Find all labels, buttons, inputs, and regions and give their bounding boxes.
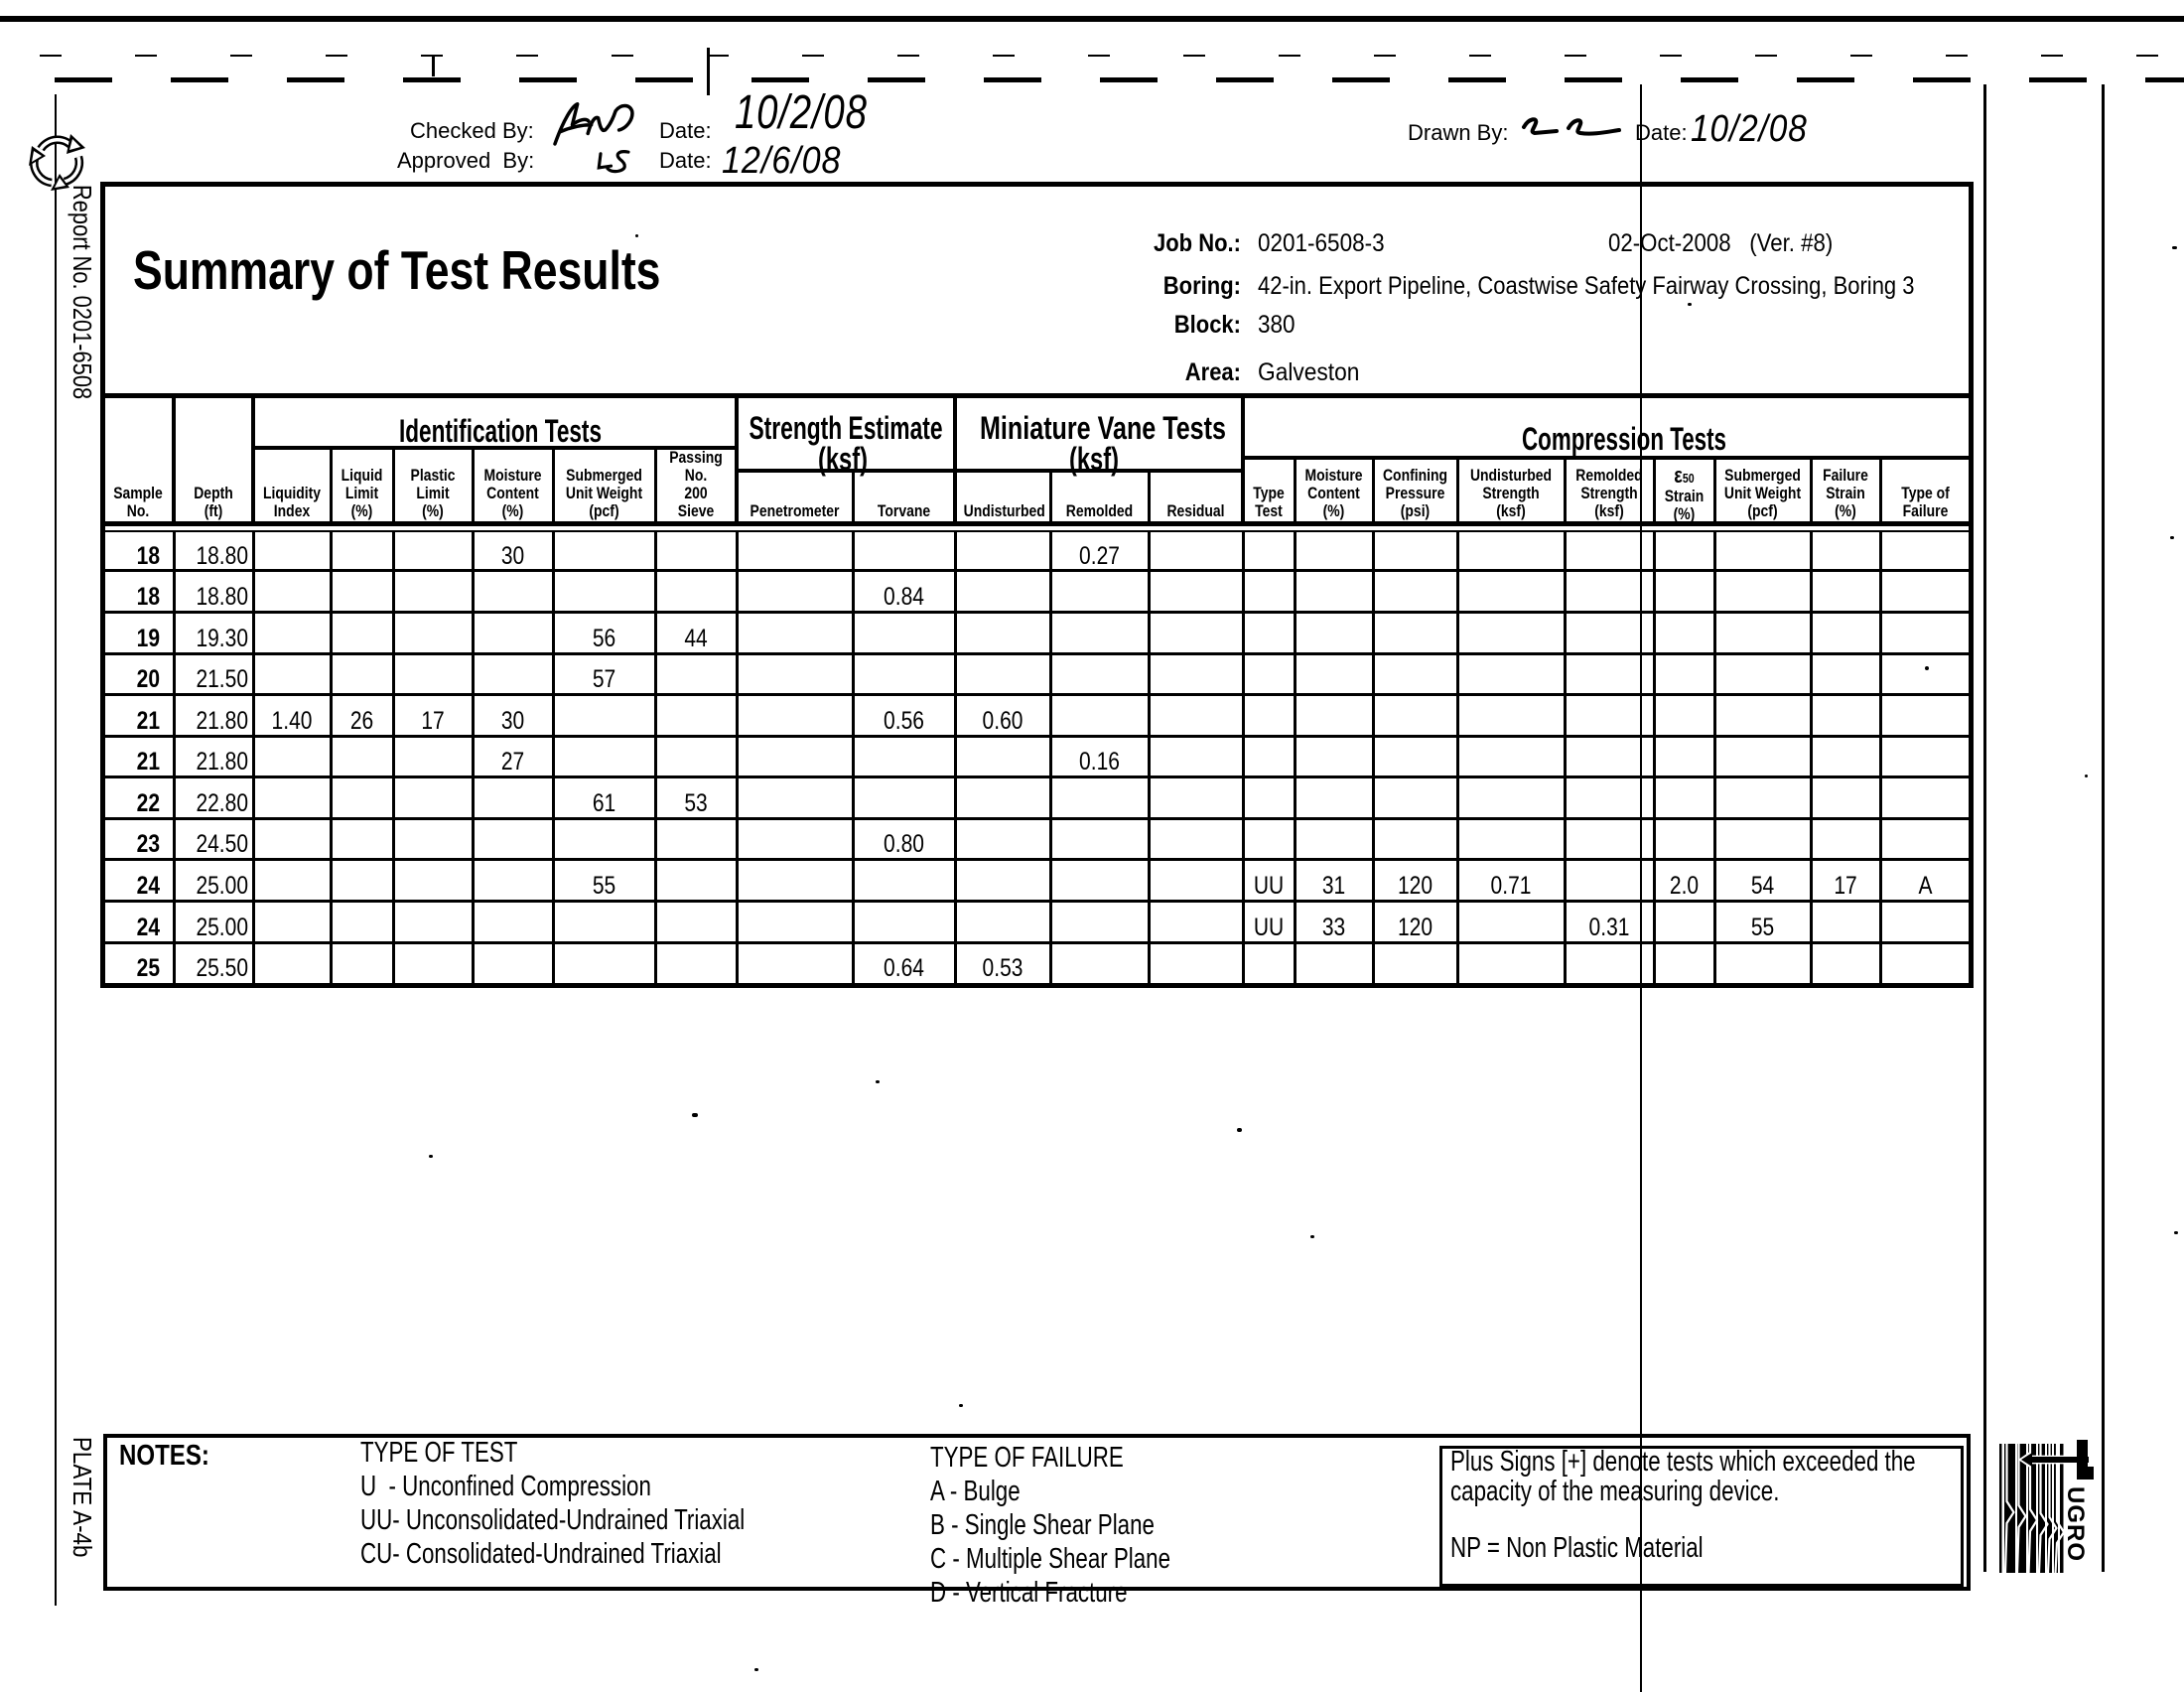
svg-text:UGRO: UGRO bbox=[2062, 1486, 2089, 1562]
